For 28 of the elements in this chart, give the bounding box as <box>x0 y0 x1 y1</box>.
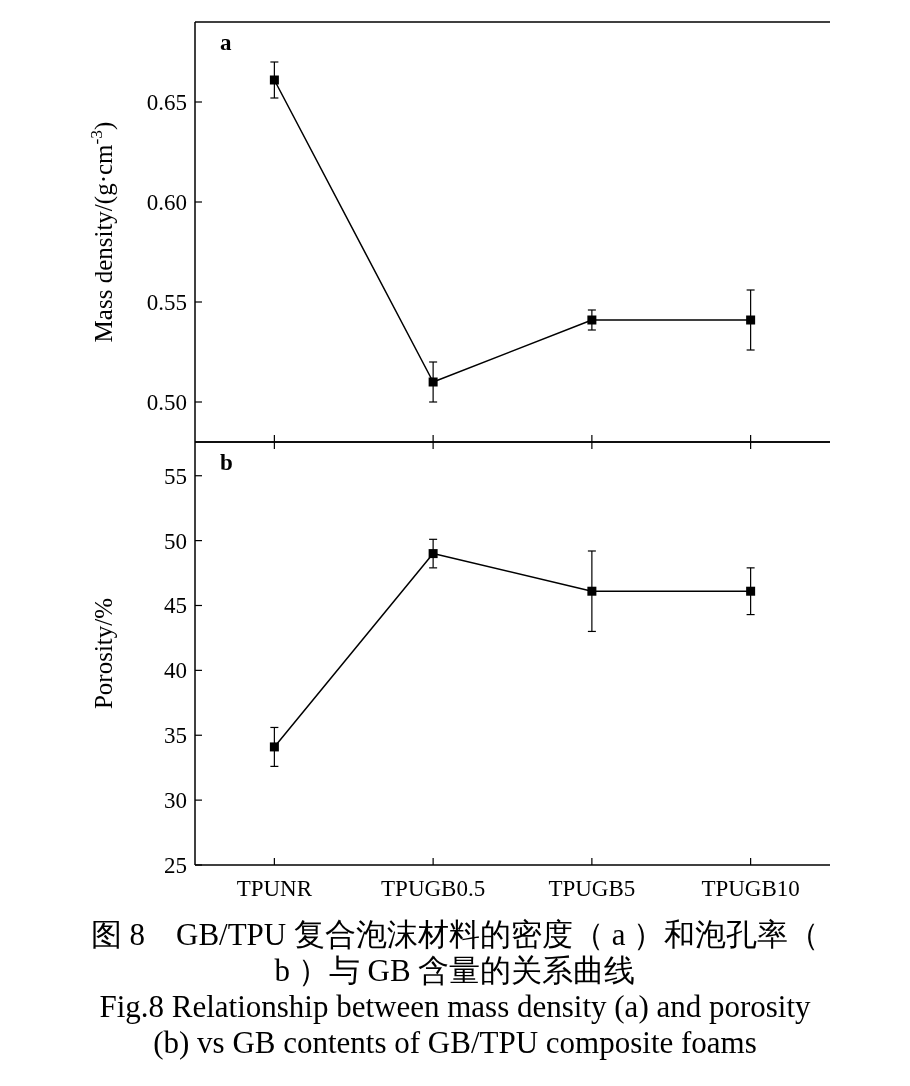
point <box>587 586 597 596</box>
y-tick-label: 0.65 <box>146 90 187 115</box>
point <box>746 586 756 596</box>
y-tick-label: 45 <box>164 593 187 619</box>
y-axis-title: Porosity/% <box>90 597 117 710</box>
y-tick-label: 55 <box>164 463 187 489</box>
point <box>428 377 438 387</box>
chart-title: a <box>220 30 232 55</box>
y-tick-label: 35 <box>164 723 187 749</box>
point <box>269 75 279 85</box>
point <box>746 315 756 325</box>
y-tick-label: 0.50 <box>146 390 187 415</box>
caption: Fig.8 Relationship between mass density (a) and porosity (b) vs GB contents of GB/TPU composite foams <box>99 989 812 1060</box>
y-tick-label: 30 <box>164 788 187 814</box>
point <box>269 742 279 752</box>
point <box>428 549 438 559</box>
y-tick-label: 40 <box>164 658 187 684</box>
x-tick-label: TPUGB10 <box>701 876 800 901</box>
point <box>587 315 597 325</box>
y-tick-label: 0.55 <box>146 290 187 315</box>
x-tick-label: TPUNR <box>236 876 313 901</box>
caption: 图 8 GB/TPU 复合泡沫材料的密度（ a ）和泡孔率（ b ）与 GB 含量的关系曲线 <box>90 917 820 988</box>
y-tick-label: 0.60 <box>146 190 187 215</box>
x-tick-label: TPUGB0.5 <box>381 876 486 901</box>
y-tick-label: 50 <box>164 528 187 554</box>
chart-title: b <box>220 450 233 475</box>
y-tick-label: 25 <box>164 853 187 878</box>
x-tick-label: TPUGB5 <box>548 876 636 901</box>
